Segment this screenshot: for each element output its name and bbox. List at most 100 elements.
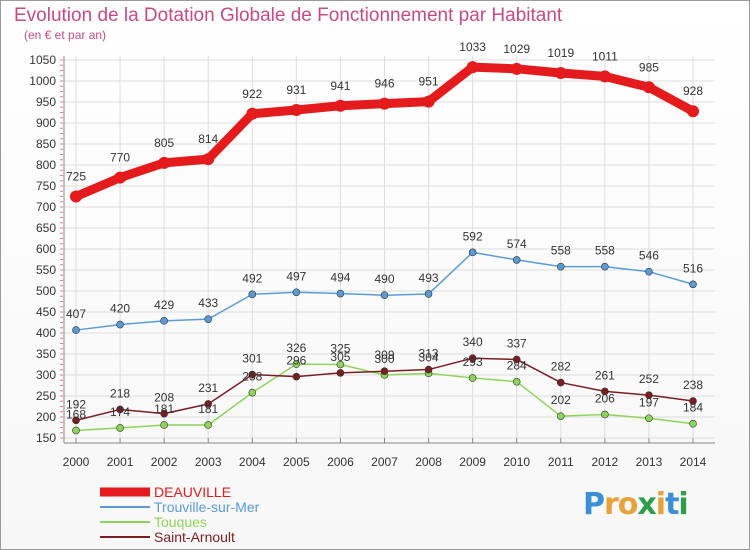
x-tick-label: 2000 [63,455,90,469]
data-label: 1029 [503,42,530,56]
data-point [248,370,257,379]
data-point [72,326,80,334]
data-label: 192 [66,397,86,411]
data-point [468,374,477,382]
x-tick-label: 2006 [327,455,354,469]
data-point [292,372,301,381]
data-label: 197 [639,395,659,409]
data-point [510,62,523,75]
logo-letter: x [637,487,656,522]
y-tick-label: 150 [36,431,56,445]
data-point [556,378,565,387]
x-tick-label: 2001 [107,455,134,469]
data-point [158,156,171,169]
chart-title: Evolution de la Dotation Globale de Fonc… [14,5,563,26]
proxiti-logo: Proxiti [583,487,689,522]
data-point [512,377,521,386]
data-label: 325 [330,342,350,356]
data-label: 1033 [459,40,486,54]
data-point [248,290,257,299]
data-label: 181 [154,402,174,416]
data-label: 296 [286,354,306,368]
data-point [645,391,653,399]
data-label: 284 [507,359,527,373]
data-label: 202 [551,393,571,407]
logo-letter: i [655,487,666,522]
y-tick-label: 450 [36,305,56,319]
data-label: 218 [110,386,130,400]
y-tick-label: 1050 [29,53,56,67]
data-point [380,367,389,376]
x-tick-label: 2004 [239,455,266,469]
data-label: 252 [639,372,659,386]
x-tick-label: 2012 [592,455,619,469]
data-label: 492 [242,271,262,285]
data-label: 592 [463,229,483,243]
data-point [116,424,124,432]
data-label: 337 [507,336,527,350]
data-label: 516 [683,261,703,275]
x-tick-label: 2014 [680,455,707,469]
axes: 150 200 250 300 350 400 450 500 550 600 650 700 750 8… [29,53,715,469]
data-label: 305 [330,350,350,364]
data-label: 174 [110,405,130,419]
data-label: 951 [419,75,439,89]
y-tick-label: 1000 [29,74,56,88]
data-point [160,409,168,418]
data-label: 407 [66,307,86,321]
y-tick-label: 650 [36,221,56,235]
data-label: 309 [374,348,394,362]
data-label: 814 [198,132,218,146]
data-point [378,97,391,110]
legend-label: Touques [154,514,207,530]
data-label: 985 [639,60,659,74]
data-point [689,397,697,405]
series-lines [70,61,699,435]
data-label: 261 [595,368,615,382]
x-tick-label: 2008 [415,455,442,469]
data-point [290,103,303,116]
data-point [556,412,565,420]
data-point [642,81,655,94]
data-point [116,320,124,329]
data-point [114,171,127,184]
y-tick-label: 250 [36,389,56,403]
logo-letter: t [665,487,679,522]
logo-letter: i [678,487,688,522]
y-tick-label: 550 [36,263,56,277]
data-point [160,317,168,325]
x-tick-label: 2009 [459,455,486,469]
data-label: 928 [683,84,703,98]
y-tick-label: 750 [36,179,56,193]
data-label: 770 [110,151,130,165]
y-tick-label: 850 [36,137,56,151]
data-label: 574 [507,237,527,251]
data-point [422,95,435,108]
data-point [380,291,389,300]
data-point [601,410,609,419]
data-point [689,419,697,428]
data-label: 558 [551,244,571,258]
legend-label: Trouville-sur-Mer [154,499,260,515]
data-point [424,365,433,374]
data-point [292,360,301,368]
y-tick-label: 200 [36,410,56,424]
data-label: 420 [110,302,130,316]
x-tick-label: 2002 [151,455,178,469]
data-labels: 725 770 805 814 922 931 941 946 951 1033 1029 1019 1… [66,40,703,421]
logo-letter: o [617,487,639,522]
data-label: 313 [419,347,439,361]
x-tick-label: 2003 [195,455,222,469]
data-label: 931 [286,83,306,97]
data-point [687,105,699,118]
data-point [556,262,565,271]
data-label: 168 [66,407,86,421]
y-tick-label: 800 [36,158,56,172]
data-point [512,256,521,264]
y-tick-label: 500 [36,284,56,298]
data-label: 433 [198,296,218,310]
data-label: 184 [683,401,703,415]
x-tick-label: 2013 [636,455,663,469]
legend-label: DEAUVILLE [154,484,231,500]
